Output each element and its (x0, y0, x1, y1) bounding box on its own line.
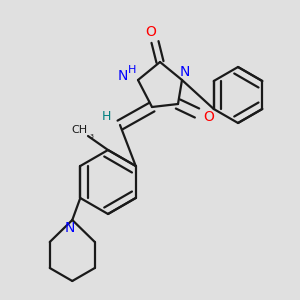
Text: N: N (118, 69, 128, 83)
Text: O: O (146, 25, 156, 39)
Text: CH: CH (71, 125, 87, 135)
Text: ₃: ₃ (89, 130, 93, 140)
Text: N: N (65, 221, 76, 235)
Text: H: H (101, 110, 111, 124)
Text: N: N (180, 65, 190, 79)
Text: O: O (204, 110, 214, 124)
Text: H: H (128, 65, 136, 75)
